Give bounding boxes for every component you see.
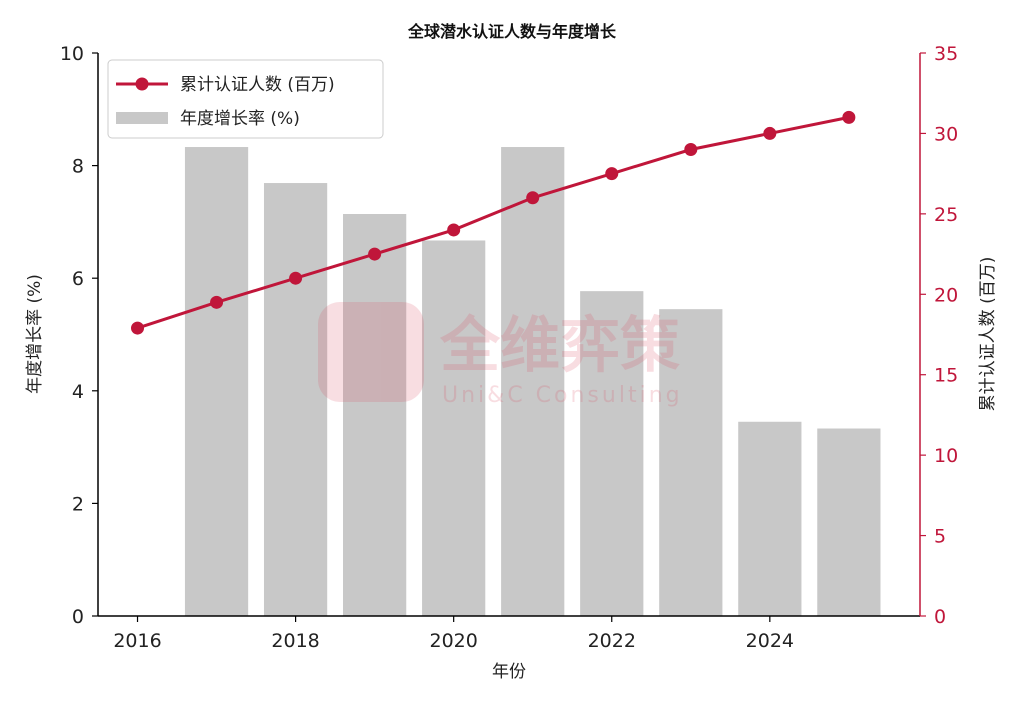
cumulative-point-2022 [605, 167, 619, 181]
legend-bar-swatch [116, 112, 168, 124]
growth-bar-2020 [422, 240, 486, 616]
x-tick-label: 2018 [271, 630, 319, 652]
axes-layer: 2016 2018 2020 2022 2024 0 2 4 6 8 10 0 5 10 15 20 25 30 3… [60, 43, 958, 652]
y-right-tick-label: 35 [934, 43, 958, 65]
y-left-tick-label: 6 [72, 268, 84, 290]
y-right-tick-label: 0 [934, 606, 946, 628]
cumulative-point-2021 [526, 191, 540, 205]
cumulative-point-2020 [447, 223, 461, 237]
x-axis-title: 年份 [492, 662, 526, 682]
cumulative-point-2025 [842, 110, 856, 124]
cumulative-point-2023 [684, 143, 698, 157]
growth-bar-2022 [580, 291, 644, 616]
line-layer [131, 110, 856, 335]
watermark-english-text: Uni&C Consulting [442, 383, 683, 408]
growth-bar-2021 [501, 147, 565, 616]
y-left-tick-label: 8 [72, 156, 84, 178]
y-left-tick-label: 10 [60, 43, 84, 65]
growth-bar-2018 [263, 183, 328, 617]
growth-bar-2025 [817, 428, 881, 616]
cumulative-point-2017 [210, 295, 224, 309]
y-right-tick-label: 15 [934, 365, 958, 387]
x-tick-label: 2016 [113, 630, 161, 652]
growth-bar-2023 [659, 309, 723, 616]
watermark-chinese-text: 全维弈策 [439, 311, 680, 381]
y-axis-left-title: 年度增长率 (%) [25, 274, 45, 394]
y-right-tick-label: 20 [934, 284, 958, 306]
growth-bar-2019 [343, 214, 407, 616]
legend-label-cumulative: 累计认证人数 (百万) [180, 75, 335, 95]
watermark-logo [318, 302, 424, 402]
growth-bar-2024 [738, 421, 802, 616]
y-right-tick-label: 5 [934, 526, 946, 548]
growth-bar-2017 [184, 147, 249, 616]
y-right-tick-label: 25 [934, 204, 958, 226]
watermark: 全维弈策 Uni&C Consulting [318, 302, 683, 408]
legend-line-marker [135, 77, 149, 91]
y-right-tick-label: 10 [934, 445, 958, 467]
chart-title: 全球潜水认证人数与年度增长 [407, 22, 617, 41]
bars-layer [184, 147, 881, 617]
x-tick-label: 2020 [429, 630, 477, 652]
x-tick-label: 2022 [588, 630, 636, 652]
cumulative-point-2016 [131, 321, 145, 335]
y-right-tick-label: 30 [934, 123, 958, 145]
y-left-tick-label: 2 [72, 493, 84, 515]
cumulative-line [137, 115, 850, 330]
legend-box [107, 59, 384, 139]
legend: 累计认证人数 (百万) 年度增长率 (%) [107, 59, 384, 139]
cumulative-point-2024 [763, 126, 777, 140]
x-tick-label: 2024 [746, 630, 794, 652]
y-axis-right-title: 累计认证人数 (百万) [978, 257, 998, 412]
y-left-tick-label: 4 [72, 381, 84, 403]
y-left-tick-label: 0 [72, 606, 84, 628]
legend-label-growth: 年度增长率 (%) [180, 109, 300, 129]
cumulative-point-2019 [368, 247, 382, 261]
cumulative-point-2018 [289, 271, 303, 285]
